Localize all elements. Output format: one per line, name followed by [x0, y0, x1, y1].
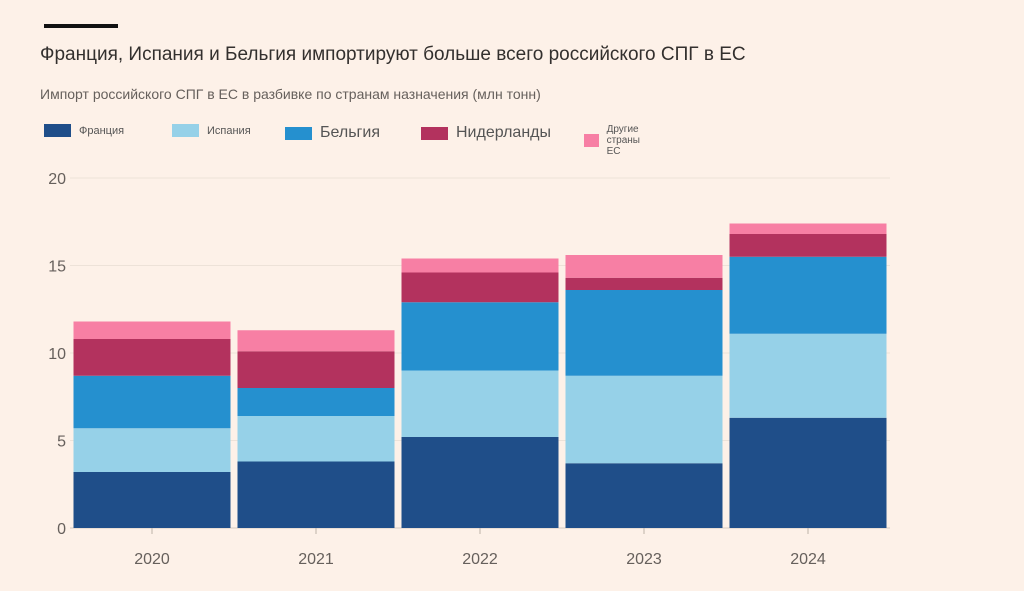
bar-segment [73, 472, 231, 528]
bar-segment [565, 290, 723, 376]
bar-segment [565, 255, 723, 278]
y-tick-label: 0 [57, 521, 66, 538]
bar-segment [729, 223, 887, 234]
legend-item: Нидерланды [421, 124, 551, 142]
legend-item: Другие страны ЕС [584, 124, 652, 157]
bar-segment [73, 339, 231, 376]
legend-swatch [584, 134, 599, 147]
bar-segment [73, 321, 231, 339]
bar-segment [729, 234, 887, 257]
bar-segment [237, 330, 395, 352]
bar-segment [401, 272, 559, 303]
bar-segment [729, 333, 887, 418]
legend-item: Франция [44, 124, 124, 137]
x-tick-label: 2022 [462, 551, 498, 568]
chart-subtitle: Импорт российского СПГ в ЕС в разбивке п… [40, 86, 541, 102]
legend-swatch [44, 124, 71, 137]
legend-item: Испания [172, 124, 251, 137]
y-tick-label: 15 [48, 259, 66, 276]
legend-item: Бельгия [285, 124, 380, 142]
bar-segment [729, 256, 887, 334]
bar-segment [565, 277, 723, 290]
bar-segment [237, 461, 395, 528]
legend-label: Франция [79, 124, 125, 137]
legend-swatch [421, 126, 448, 140]
bar-segment [401, 302, 559, 371]
bar-segment [73, 428, 231, 472]
bar-segment [401, 370, 559, 437]
x-tick-label: 2023 [626, 551, 662, 568]
y-tick-label: 20 [48, 171, 66, 188]
header-rule [44, 24, 118, 28]
legend-label: Другие страны ЕС [606, 124, 640, 157]
bar-segment [237, 351, 395, 388]
legend-swatch [172, 124, 199, 137]
y-tick-label: 10 [48, 346, 66, 363]
bar-segment [565, 463, 723, 528]
chart-title: Франция, Испания и Бельгия импортируют б… [40, 44, 746, 65]
x-tick-label: 2024 [790, 551, 826, 568]
bar-segment [401, 437, 559, 528]
bar-segment [401, 258, 559, 273]
legend-swatch [285, 126, 312, 140]
x-tick-label: 2020 [134, 551, 170, 568]
bar-segment [73, 375, 231, 429]
legend-label: Испания [207, 124, 251, 137]
bar-segment [729, 417, 887, 528]
bar-segment [565, 375, 723, 464]
legend-label: Бельгия [320, 124, 380, 141]
x-tick-label: 2021 [298, 551, 334, 568]
bar-segment [237, 388, 395, 416]
y-tick-label: 5 [57, 434, 66, 451]
bar-segment [237, 416, 395, 462]
legend-label: Нидерланды [456, 124, 551, 141]
